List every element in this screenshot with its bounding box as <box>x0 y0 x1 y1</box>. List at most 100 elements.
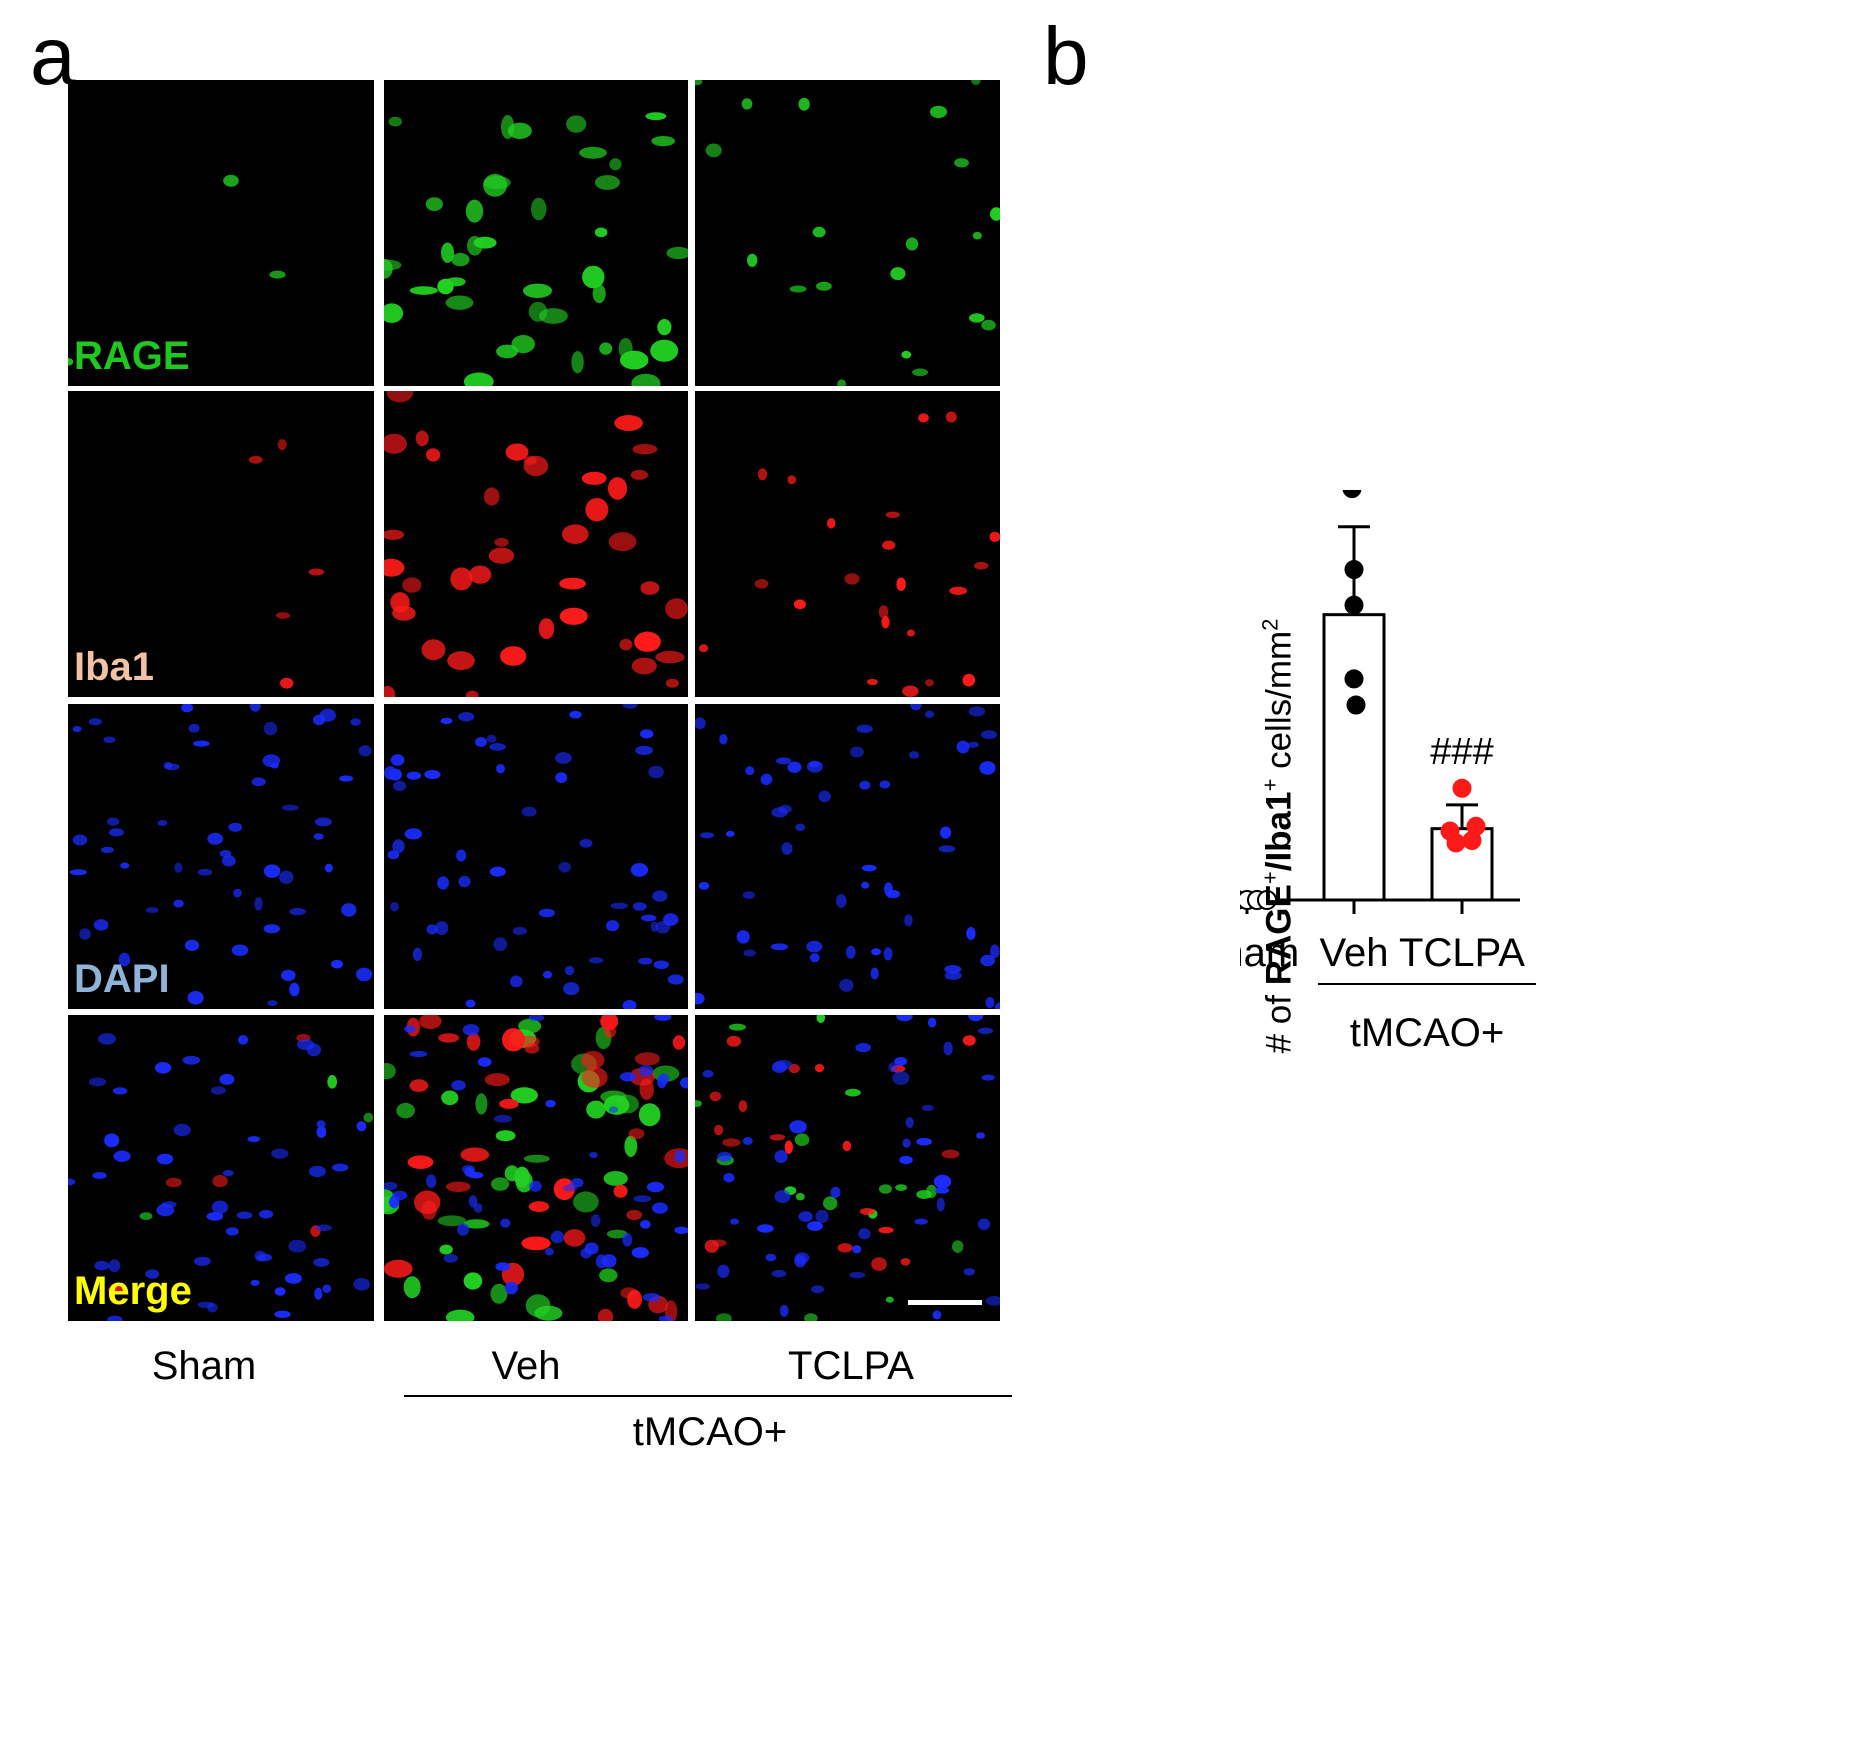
cell-blob <box>814 1064 825 1073</box>
cell-blob <box>495 1262 511 1271</box>
cell-blob <box>296 1039 315 1050</box>
cell-blob <box>207 832 224 845</box>
cell-blob <box>404 828 423 840</box>
cell-blob <box>451 253 470 267</box>
cell-blob <box>658 1073 670 1085</box>
cell-blob <box>181 704 194 713</box>
cell-blob <box>648 765 664 779</box>
cell-blob <box>977 1218 991 1231</box>
cell-blob <box>839 978 854 992</box>
group-label-b: tMCAO+ <box>1349 1011 1505 1055</box>
cell-blob <box>569 710 582 719</box>
cell-blob <box>745 766 755 776</box>
cell-blob <box>197 868 213 876</box>
cell-blob <box>856 724 873 733</box>
cell-blob <box>386 391 414 403</box>
cell-blob <box>69 869 87 876</box>
cell-blob <box>438 1033 459 1043</box>
cell-blob <box>638 957 653 965</box>
cell-blob <box>558 862 571 873</box>
micrograph-texture <box>695 1015 1000 1321</box>
cell-blob <box>912 368 928 377</box>
cell-blob <box>388 768 402 781</box>
cell-blob <box>509 975 523 988</box>
cell-blob <box>835 894 847 908</box>
cell-blob <box>610 902 629 909</box>
cell-blob <box>161 1201 177 1208</box>
cell-blob <box>165 1177 182 1188</box>
micrograph-texture <box>68 1033 374 1321</box>
cell-blob <box>437 1215 467 1227</box>
cell-blob <box>451 1080 466 1091</box>
channel-label-iba1: Iba1 <box>74 645 155 689</box>
cell-blob <box>555 752 572 764</box>
cell-blob <box>979 761 996 775</box>
cell-blob <box>650 339 679 362</box>
cell-blob <box>555 772 568 783</box>
cell-blob <box>324 863 333 873</box>
cell-blob <box>93 919 109 931</box>
cell-blob <box>635 745 653 755</box>
cell-blob <box>747 253 758 267</box>
cell-blob <box>640 581 660 595</box>
cell-blob <box>282 804 299 811</box>
cell-blob <box>571 351 584 374</box>
cell-blob <box>104 1133 120 1148</box>
cell-blob <box>269 270 286 279</box>
cell-blob <box>905 237 919 251</box>
cell-blob <box>936 1197 945 1212</box>
cell-blob <box>263 864 281 878</box>
cell-blob <box>197 1301 214 1308</box>
cell-blob <box>787 475 797 485</box>
cell-blob <box>698 881 710 890</box>
micrograph-dapi-tclpa <box>695 704 1000 1009</box>
micrograph-texture <box>384 112 688 386</box>
cell-blob <box>589 1151 598 1159</box>
cell-blob <box>770 943 789 951</box>
cell-blob <box>510 1087 538 1104</box>
cell-blob <box>599 1268 618 1283</box>
cell-blob <box>562 524 589 544</box>
cell-blob <box>447 651 475 671</box>
cell-blob <box>437 876 449 890</box>
cell-blob <box>989 531 1000 542</box>
cell-blob <box>489 743 506 751</box>
cell-blob <box>666 246 688 260</box>
cell-blob <box>725 830 735 837</box>
cell-blob <box>754 579 769 589</box>
cell-blob <box>384 303 404 323</box>
cell-blob <box>674 1150 686 1163</box>
cell-blob <box>221 855 236 867</box>
micrograph-texture <box>699 411 1000 697</box>
cell-blob <box>581 1066 608 1088</box>
cell-blob <box>728 1023 746 1031</box>
cell-blob <box>837 379 846 386</box>
cell-blob <box>807 1221 823 1231</box>
cell-blob <box>316 1126 327 1138</box>
cell-blob <box>512 926 527 936</box>
cell-blob <box>641 914 657 922</box>
micrograph-texture <box>68 174 286 366</box>
cell-blob <box>443 1254 458 1263</box>
cell-blob <box>594 227 608 238</box>
cell-blob <box>154 1062 172 1074</box>
cell-blob <box>619 638 633 651</box>
cell-blob <box>529 1180 542 1192</box>
cell-blob <box>210 1086 226 1095</box>
panel-b-letter: b <box>1043 11 1089 102</box>
cell-blob <box>716 1313 732 1321</box>
cell-blob <box>769 1134 786 1141</box>
cell-blob <box>463 1219 490 1229</box>
cell-blob <box>861 864 877 872</box>
micrograph-rage-sham: RAGE <box>68 80 374 386</box>
cell-blob <box>384 259 402 271</box>
cell-blob <box>523 283 552 298</box>
cell-blob <box>971 80 981 85</box>
cell-blob <box>79 928 91 940</box>
cell-blob <box>156 1153 174 1165</box>
cell-blob <box>271 1148 289 1159</box>
cell-blob <box>409 1079 429 1092</box>
cell-blob <box>98 1033 116 1045</box>
cell-blob <box>830 1186 841 1198</box>
cell-blob <box>985 997 995 1009</box>
